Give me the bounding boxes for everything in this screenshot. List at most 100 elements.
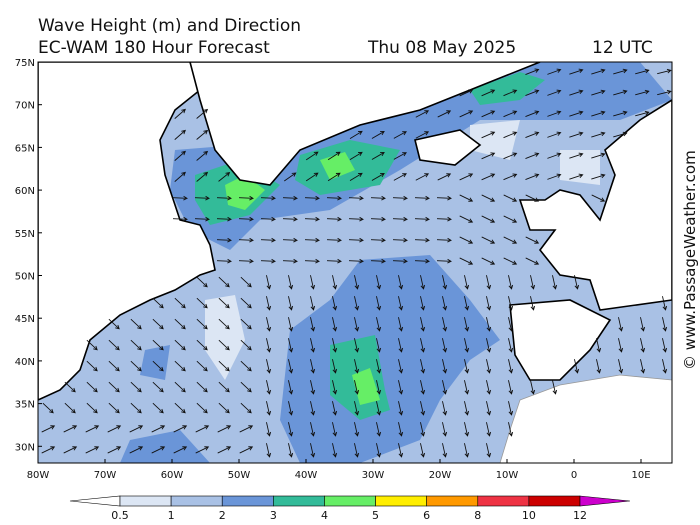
arrow [503, 131, 518, 139]
arrow [284, 172, 297, 182]
arrow [459, 89, 474, 97]
arrow [464, 275, 470, 290]
arrow [152, 381, 164, 393]
lat-label: 70N [15, 101, 35, 112]
arrow [288, 317, 294, 332]
arrow [240, 276, 252, 288]
arrow [371, 152, 385, 160]
arrow [442, 422, 448, 437]
arrow [194, 195, 210, 201]
arrow [415, 173, 430, 181]
arrow [326, 258, 342, 264]
arrow [41, 425, 56, 433]
arrow [420, 380, 426, 395]
arrow [86, 402, 98, 414]
arrow [288, 338, 294, 353]
arrow [420, 359, 426, 374]
arrow [371, 173, 385, 181]
arrow [260, 237, 276, 243]
greenland [189, 62, 541, 186]
arrow [310, 275, 316, 290]
arrow [216, 237, 232, 243]
arrow [376, 338, 382, 353]
arrow [547, 110, 562, 117]
arrow [86, 339, 98, 351]
north-america [38, 62, 216, 401]
arrow [547, 68, 562, 75]
arrow [238, 195, 254, 201]
arrow [376, 380, 382, 395]
arrow [282, 258, 298, 264]
arrow [349, 151, 363, 161]
arrow [288, 422, 294, 437]
arrow [442, 359, 448, 374]
arrow [436, 237, 452, 243]
arrow [64, 402, 76, 414]
arrow [464, 296, 470, 311]
arrow [662, 317, 668, 332]
arrow [657, 89, 672, 96]
arrow [196, 339, 208, 351]
lat-label: 50N [15, 272, 35, 283]
arrow [174, 318, 186, 330]
arrow [393, 152, 407, 160]
arrow [172, 216, 188, 222]
colorbar-label: 4 [321, 509, 328, 522]
arrow [591, 194, 606, 202]
colorbar-segment [170, 495, 223, 507]
arrow [354, 275, 360, 290]
arrow [216, 258, 232, 264]
arrow [503, 173, 518, 181]
arrow [376, 401, 382, 416]
arrow [486, 275, 492, 290]
arrow [310, 380, 316, 395]
arrow [332, 380, 338, 395]
arrow [152, 318, 164, 330]
arrow [217, 425, 232, 433]
arrow [613, 68, 628, 75]
arrow [569, 131, 584, 138]
colorbar: 0.5 1 2 3 4 5 6 8 10 12 [69, 495, 631, 522]
arrow [195, 425, 210, 433]
arrow [174, 381, 186, 393]
arrow [354, 443, 360, 458]
lat-label: 45N [15, 314, 35, 325]
arrow [174, 402, 186, 414]
arrow [288, 401, 294, 416]
arrow [64, 381, 76, 393]
arrow [508, 317, 514, 332]
arrow [196, 129, 209, 140]
arrow [459, 215, 474, 223]
arrow [260, 258, 276, 264]
arrow [662, 338, 668, 353]
title: Wave Height (m) and Direction [38, 16, 301, 36]
arrow [310, 338, 316, 353]
arrow [486, 422, 492, 437]
arrow [288, 359, 294, 374]
colorbar-label: 2 [219, 509, 226, 522]
arrow [481, 236, 496, 244]
arrow [415, 131, 430, 139]
lat-label: 35N [15, 400, 35, 411]
arrow [196, 297, 208, 309]
arrow [481, 152, 496, 160]
arrow [442, 338, 448, 353]
arrow [173, 446, 188, 454]
arrow [415, 110, 430, 118]
arrow [525, 236, 540, 244]
arrow [420, 296, 426, 311]
colorbar-segment [528, 495, 581, 507]
arrow [326, 237, 342, 243]
arrow [174, 171, 186, 182]
arrow [266, 401, 272, 416]
arrow [635, 89, 650, 96]
arrow [481, 89, 496, 97]
lon-label: 60W [161, 470, 184, 481]
arrow [503, 110, 518, 118]
colorbar-segment [477, 495, 530, 507]
arrow [354, 422, 360, 437]
colorbar-label: 10 [522, 509, 536, 522]
arrow [464, 359, 470, 374]
arrow [591, 173, 606, 180]
